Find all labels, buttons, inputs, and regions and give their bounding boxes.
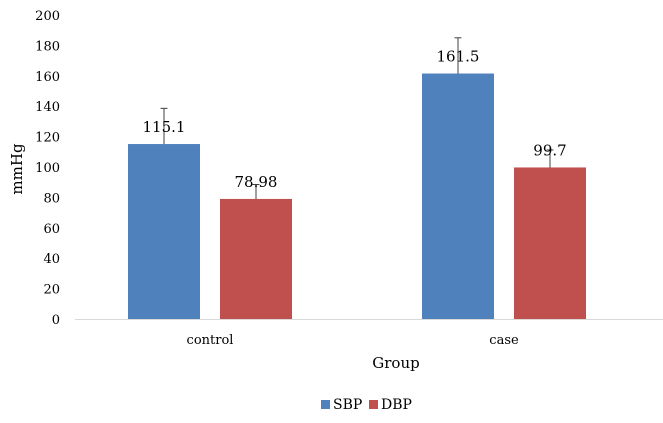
- y-tick-label: 60: [43, 222, 60, 237]
- x-axis-title: Group: [372, 354, 419, 372]
- y-tick-label: 180: [35, 39, 60, 54]
- legend-label-dbp: DBP: [381, 397, 412, 413]
- legend-label-sbp: SBP: [333, 397, 362, 413]
- y-tick-label: 160: [35, 70, 60, 85]
- x-tick-label: control: [187, 333, 234, 348]
- data-label: 78.98: [235, 173, 278, 191]
- bars-group: 115.1 78.98 161.5 99.7: [128, 37, 586, 320]
- data-label: 115.1: [143, 118, 186, 136]
- y-tick-label: 100: [35, 161, 60, 176]
- y-tick-label: 20: [43, 283, 60, 298]
- x-axis-ticks: control case: [187, 333, 519, 348]
- y-tick-label: 80: [43, 191, 60, 206]
- data-label: 99.7: [533, 141, 566, 159]
- y-axis-ticks: 0 20 40 60 80 100 120 140 160 180 200: [35, 9, 60, 328]
- y-tick-label: 40: [43, 252, 60, 267]
- x-tick-label: case: [489, 333, 519, 348]
- y-tick-label: 140: [35, 100, 60, 115]
- y-tick-label: 0: [52, 313, 60, 328]
- bar-dbp-case: [514, 167, 586, 319]
- y-tick-label: 120: [35, 131, 60, 146]
- data-label: 161.5: [437, 48, 480, 66]
- legend-swatch-sbp: [321, 400, 330, 409]
- y-axis-title: mmHg: [8, 143, 26, 195]
- legend-swatch-dbp: [369, 400, 378, 409]
- bar-sbp-control: [128, 144, 200, 319]
- bar-dbp-control: [220, 198, 292, 319]
- legend: SBP DBP: [321, 397, 412, 413]
- bar-sbp-case: [422, 73, 494, 320]
- y-tick-label: 200: [35, 9, 60, 24]
